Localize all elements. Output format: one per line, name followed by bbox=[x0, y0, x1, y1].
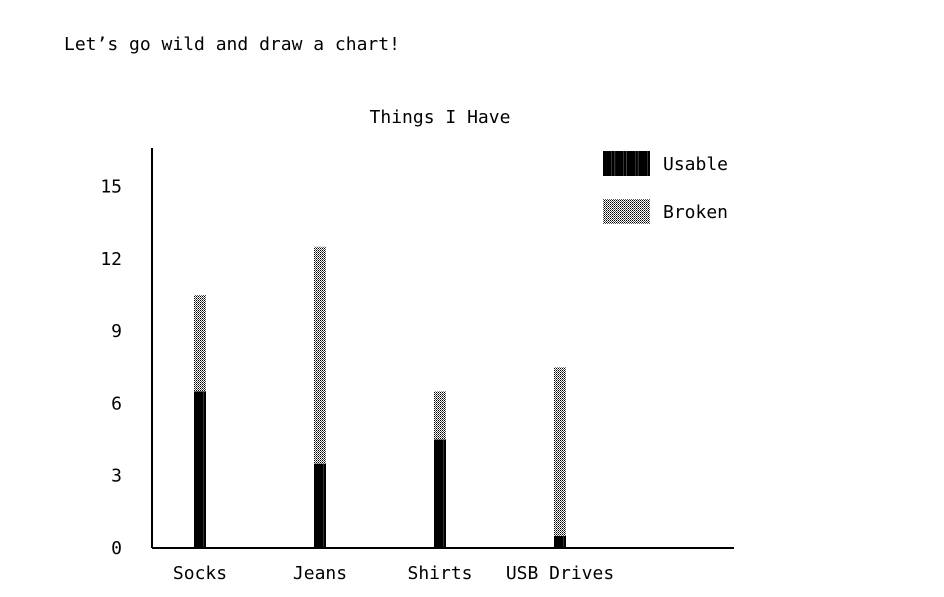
y-tick-label: 6 bbox=[111, 393, 122, 414]
bars bbox=[194, 246, 566, 548]
intro-text: Let’s go wild and draw a chart! bbox=[64, 34, 400, 55]
legend-label-broken: Broken bbox=[663, 202, 728, 223]
bar-broken-jeans bbox=[314, 246, 326, 464]
x-tick-label: Socks bbox=[173, 563, 227, 584]
y-tick-label: 15 bbox=[100, 177, 122, 198]
legend-swatch-broken bbox=[603, 199, 650, 224]
bar-broken-shirts bbox=[434, 391, 446, 440]
y-tick-label: 9 bbox=[111, 321, 122, 342]
y-tick-label: 0 bbox=[111, 538, 122, 559]
x-tick-label: USB Drives bbox=[506, 563, 614, 584]
bar-usable-shirts bbox=[434, 439, 446, 548]
y-tick-label: 12 bbox=[100, 249, 122, 270]
chart-title: Things I Have bbox=[370, 107, 511, 128]
bar-usable-socks bbox=[194, 391, 206, 548]
x-tick-label: Shirts bbox=[407, 563, 472, 584]
bar-broken-usb-drives bbox=[554, 367, 566, 536]
bar-usable-usb-drives bbox=[554, 535, 566, 548]
legend-label-usable: Usable bbox=[663, 154, 728, 175]
y-axis: 0 3 6 9 12 15 bbox=[100, 148, 153, 559]
y-tick-label: 3 bbox=[111, 466, 122, 487]
bar-broken-socks bbox=[194, 294, 206, 392]
bar-usable-jeans bbox=[314, 463, 326, 548]
legend: Usable Broken bbox=[603, 151, 728, 224]
x-axis: Socks Jeans Shirts USB Drives bbox=[152, 547, 734, 584]
x-tick-label: Jeans bbox=[293, 563, 347, 584]
